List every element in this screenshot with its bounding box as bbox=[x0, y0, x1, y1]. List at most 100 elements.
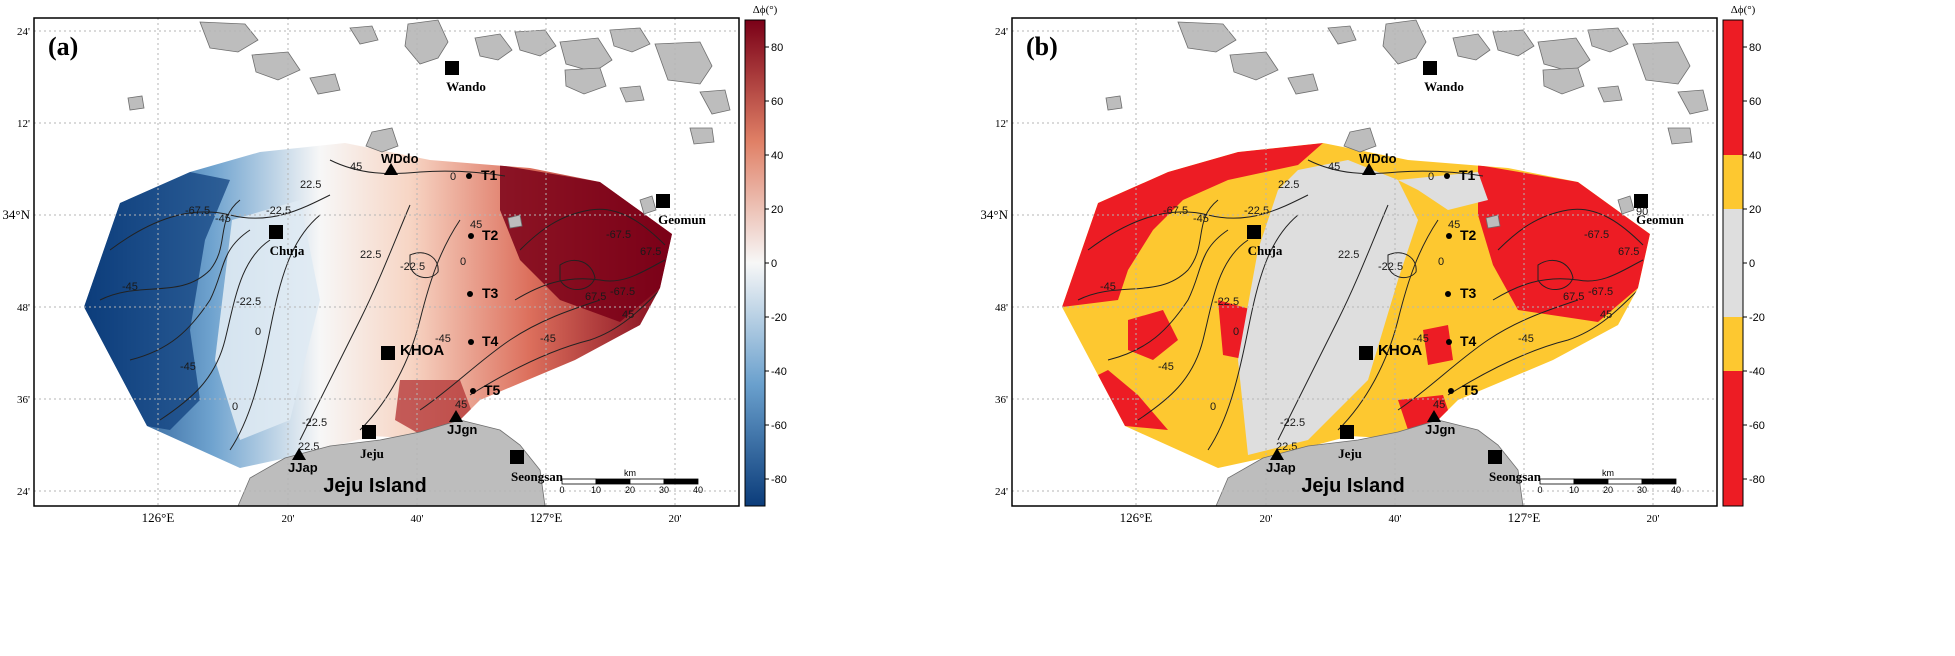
label-t1-b: T1 bbox=[1459, 167, 1476, 183]
island-a-7 bbox=[609, 27, 651, 53]
contour-line-b-4 bbox=[1207, 214, 1299, 451]
island-b-12 bbox=[1597, 85, 1623, 103]
colorbar-band-b-2 bbox=[1723, 209, 1743, 317]
scalebar-tick-b-1: 10 bbox=[1569, 485, 1579, 495]
label-wdo-b: WDdo bbox=[1359, 151, 1397, 166]
label-t5-b: T5 bbox=[1462, 382, 1479, 398]
island-a-3 bbox=[474, 33, 513, 61]
lat-label-a-0: 24' bbox=[17, 26, 30, 38]
island-b-14 bbox=[1105, 95, 1123, 111]
island-b-7 bbox=[1587, 27, 1629, 53]
contour-label-b-0: -67.5 bbox=[1163, 205, 1188, 217]
scalebar-tick-a-3: 30 bbox=[659, 485, 669, 495]
station-jjgn-b bbox=[1427, 410, 1441, 422]
station-t2-b bbox=[1446, 233, 1452, 239]
station-jjap-b bbox=[1270, 448, 1284, 460]
station-jjap-a bbox=[292, 448, 306, 460]
colorbar-ticklabel-a-6: -40 bbox=[771, 366, 787, 378]
contour-label-b-24: 67.5 bbox=[1618, 246, 1639, 258]
geomun-island-a bbox=[639, 195, 657, 215]
contour-label-b-6: -45 bbox=[1413, 333, 1429, 345]
contour-label-a-16: 22.5 bbox=[300, 179, 321, 191]
contour-line-a-9 bbox=[519, 208, 666, 251]
station-chuja-a bbox=[269, 225, 283, 239]
contour-line-a-12 bbox=[559, 260, 596, 290]
station-t3-b bbox=[1445, 291, 1451, 297]
contour-line-b-9 bbox=[1497, 208, 1644, 251]
contour-label-a-10: -22.5 bbox=[266, 205, 291, 217]
label-t3-a: T3 bbox=[482, 285, 499, 301]
contour-line-a-4 bbox=[229, 214, 321, 451]
colorbar-ticklabel-a-3: 20 bbox=[771, 204, 783, 216]
contour-label-b-25: 90 bbox=[1636, 206, 1648, 218]
lon-label-b-4: 20' bbox=[1647, 513, 1660, 525]
island-a-10 bbox=[309, 73, 341, 95]
colorbar-ticklabel-a-4: 0 bbox=[771, 258, 777, 270]
label-t4-b: T4 bbox=[1460, 333, 1477, 349]
lon-label-b-0: 126°E bbox=[1120, 510, 1153, 525]
colorbar-a bbox=[745, 20, 765, 506]
lat-label-a-4: 36' bbox=[17, 394, 30, 406]
colorbar-band-b-0 bbox=[1723, 20, 1743, 155]
colorbar-title-b: Δϕ(°) bbox=[1731, 4, 1756, 16]
colorbar-ticklabel-b-3: 20 bbox=[1749, 204, 1761, 216]
map-b: -67.5 -67.5 -67.5 -45 -45 -45 -45 -45 -22.5 -22.5… bbox=[980, 4, 1765, 525]
contour-label-a-8: -22.5 bbox=[236, 296, 261, 308]
contour-label-b-22: 45 bbox=[1600, 309, 1612, 321]
contour-label-a-22: 45 bbox=[622, 309, 634, 321]
label-chuja-a: Chuja bbox=[270, 243, 305, 258]
contour-line-a-5 bbox=[299, 204, 411, 441]
small-island-b bbox=[1485, 214, 1501, 229]
contour-label-b-2: -67.5 bbox=[1588, 286, 1613, 298]
scalebar-unit-b: km bbox=[1602, 468, 1614, 478]
field-white-a bbox=[215, 200, 320, 440]
label-jeju-b: Jeju bbox=[1338, 446, 1362, 461]
contour-label-b-8: -22.5 bbox=[1214, 296, 1239, 308]
station-geomun-a bbox=[656, 194, 670, 208]
label-jeju-a: Jeju bbox=[360, 446, 384, 461]
contour-label-a-14: 0 bbox=[450, 171, 456, 183]
island-a-0 bbox=[199, 21, 259, 53]
class-red-nw-b bbox=[1062, 143, 1323, 307]
contour-label-a-5: -45 bbox=[180, 361, 196, 373]
contour-label-b-16: 22.5 bbox=[1278, 179, 1299, 191]
colorbar-ticklabel-a-2: 40 bbox=[771, 150, 783, 162]
contour-line-b-12 bbox=[1537, 260, 1574, 290]
scalebar-tick-b-0: 0 bbox=[1537, 485, 1542, 495]
colorbar-ticklabel-b-0: 80 bbox=[1749, 42, 1761, 54]
contour-line-b-11 bbox=[1307, 159, 1484, 177]
station-wdo-a bbox=[384, 163, 398, 175]
station-wando-b bbox=[1423, 61, 1437, 75]
station-jjgn-a bbox=[449, 410, 463, 422]
scalebar-tick-a-4: 40 bbox=[693, 485, 703, 495]
station-seongsan-b bbox=[1488, 450, 1502, 464]
jeju-island-a bbox=[237, 419, 546, 507]
lon-label-a-4: 20' bbox=[669, 513, 682, 525]
contour-label-a-23: 67.5 bbox=[585, 291, 606, 303]
lat-label-b-1: 12' bbox=[995, 118, 1008, 130]
island-a-9 bbox=[699, 89, 731, 115]
label-seongsan-a: Seongsan bbox=[511, 469, 564, 484]
contour-label-b-4: -45 bbox=[1100, 281, 1116, 293]
contour-label-a-2: -67.5 bbox=[610, 286, 635, 298]
lon-label-a-1: 20' bbox=[282, 513, 295, 525]
land-a bbox=[127, 19, 731, 507]
contour-line-b-6 bbox=[1337, 219, 1439, 431]
station-t3-a bbox=[467, 291, 473, 297]
contour-label-a-11: -22.5 bbox=[400, 261, 425, 273]
contour-label-b-7: -45 bbox=[1518, 333, 1534, 345]
island-a-8 bbox=[654, 41, 713, 85]
scalebar-seg-b-2 bbox=[1607, 478, 1643, 485]
lat-label-a-2: 34°N bbox=[2, 207, 30, 222]
contour-label-b-9: -22.5 bbox=[1280, 417, 1305, 429]
contour-label-b-1: -67.5 bbox=[1584, 229, 1609, 241]
scalebar-seg-b-1 bbox=[1573, 478, 1609, 485]
lat-label-b-4: 36' bbox=[995, 394, 1008, 406]
island-b-3 bbox=[1452, 33, 1491, 61]
field-cold-a bbox=[84, 172, 230, 430]
lon-label-b-2: 40' bbox=[1389, 513, 1402, 525]
colorbar-ticklabel-b-1: 60 bbox=[1749, 96, 1761, 108]
label-geomun-b: Geomun bbox=[1636, 212, 1684, 227]
contour-label-b-10: -22.5 bbox=[1244, 205, 1269, 217]
colorbar-b bbox=[1723, 20, 1743, 506]
